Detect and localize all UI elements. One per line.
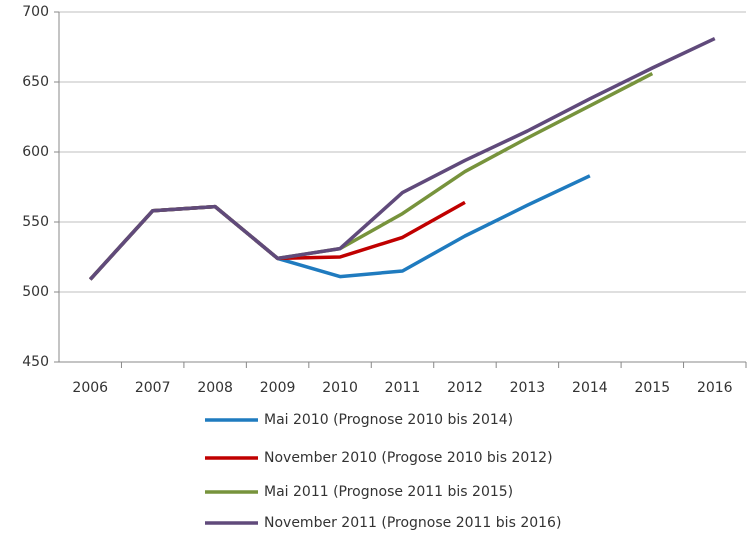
x-tick-label: 2012 — [447, 380, 483, 396]
x-tick-label: 2014 — [572, 380, 608, 396]
legend-label: November 2010 (Progose 2010 bis 2012) — [264, 450, 553, 466]
y-tick-label: 450 — [22, 354, 49, 370]
x-tick-label: 2016 — [697, 380, 733, 396]
y-tick-label: 650 — [22, 74, 49, 90]
x-tick-label: 2015 — [634, 380, 670, 396]
legend-label: Mai 2010 (Prognose 2010 bis 2014) — [264, 412, 513, 428]
series-line — [88, 174, 591, 281]
y-tick-label: 600 — [22, 144, 49, 160]
x-tick-label: 2011 — [385, 380, 421, 396]
x-tick-label: 2010 — [322, 380, 358, 396]
x-tick-label: 2006 — [72, 380, 108, 396]
x-tick-label: 2009 — [260, 380, 296, 396]
y-tick-label: 550 — [22, 214, 49, 230]
legend-label: November 2011 (Prognose 2011 bis 2016) — [264, 515, 561, 531]
series-line — [88, 37, 716, 281]
x-tick-label: 2013 — [510, 380, 546, 396]
x-tick-label: 2008 — [197, 380, 233, 396]
legend-label: Mai 2011 (Prognose 2011 bis 2015) — [264, 484, 513, 500]
x-tick-label: 2007 — [135, 380, 171, 396]
y-tick-label: 700 — [22, 4, 49, 20]
y-tick-label: 500 — [22, 284, 49, 300]
